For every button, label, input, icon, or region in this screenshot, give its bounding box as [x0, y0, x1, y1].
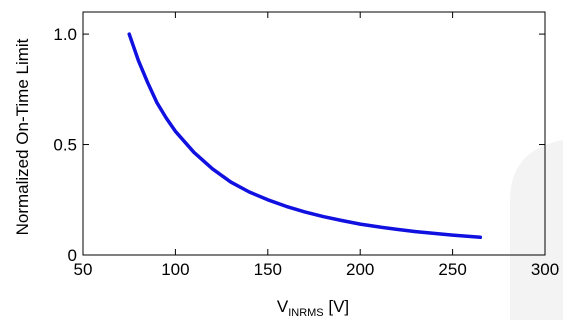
decorative-watermark-shape [510, 140, 563, 320]
x-tick-label: 50 [74, 260, 93, 279]
x-tick-label: 200 [346, 260, 374, 279]
x-tick-label: 100 [161, 260, 189, 279]
x-axis-title-main: V [277, 297, 289, 316]
y-axis-title: Normalized On-Time Limit [13, 38, 32, 235]
plot-frame [82, 11, 546, 256]
plot-area: 50 100 150 200 250 300 0 0.5 1.0 [53, 11, 559, 279]
y-tick-label: 0 [68, 246, 77, 265]
x-axis-title: VINRMS [V] [277, 297, 349, 319]
x-tick-label: 300 [531, 260, 559, 279]
y-tick-label: 1.0 [53, 25, 77, 44]
x-axis-title-subscript: INRMS [288, 307, 323, 319]
x-tick-label: 150 [254, 260, 282, 279]
y-tick-label: 0.5 [53, 136, 77, 155]
x-tick-label: 250 [438, 260, 466, 279]
x-axis-title-unit: [V] [324, 297, 350, 316]
series-line [127, 32, 483, 240]
